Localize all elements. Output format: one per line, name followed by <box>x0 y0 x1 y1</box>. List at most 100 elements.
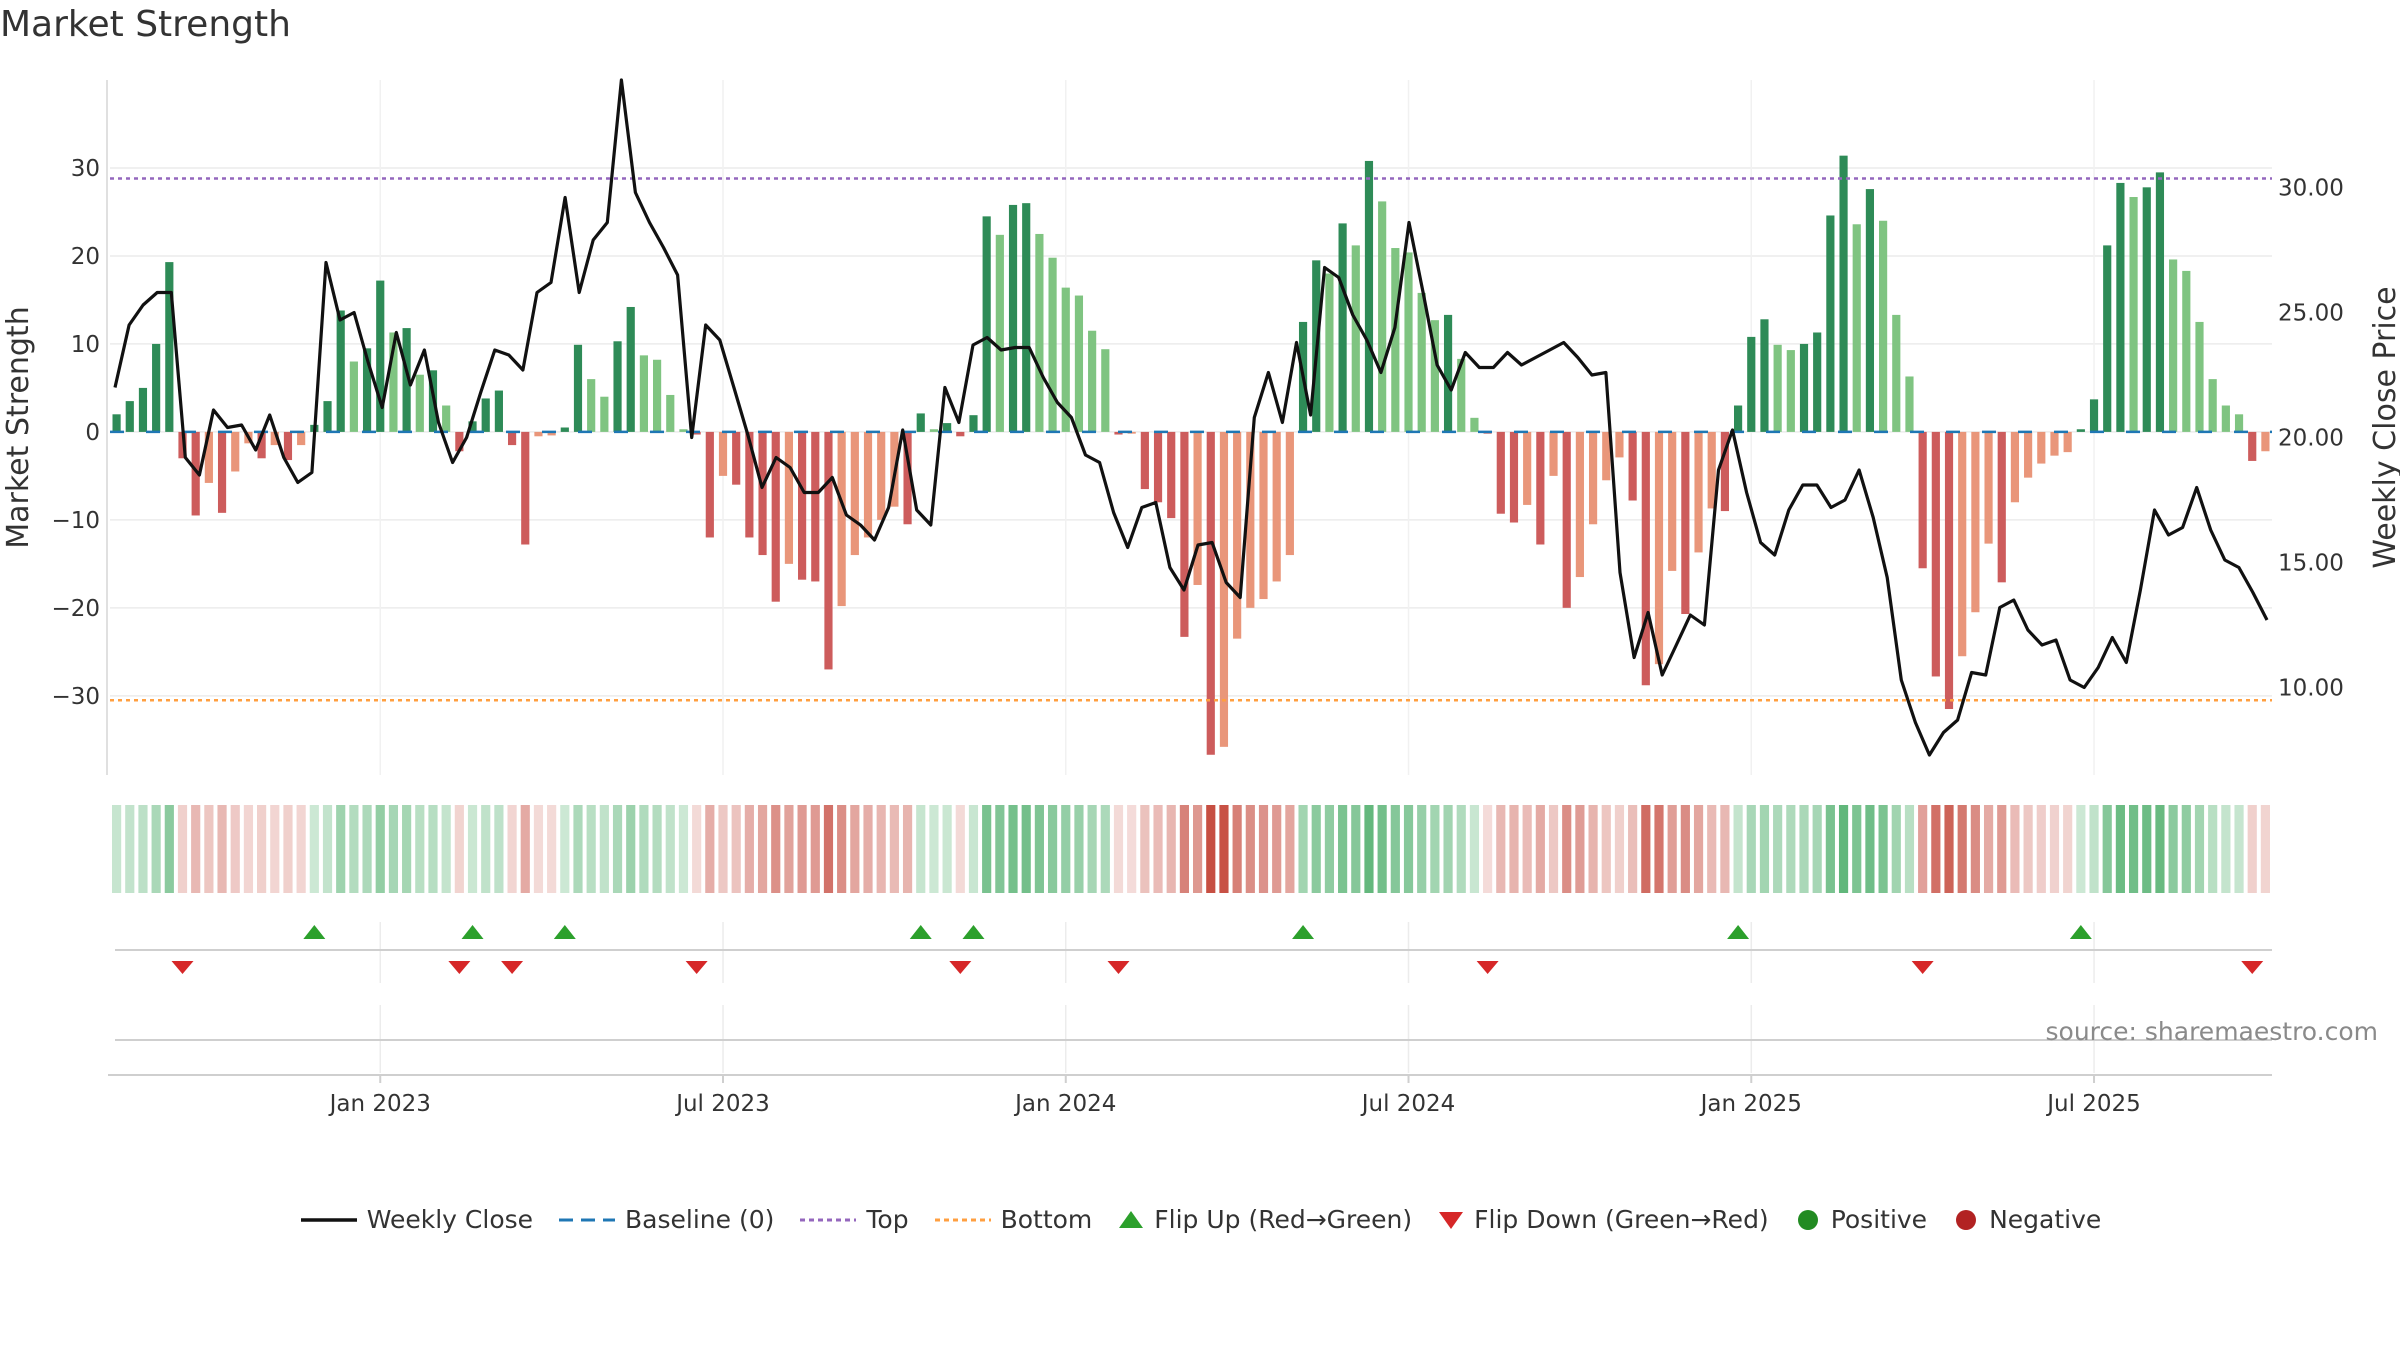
heat-strip-cell <box>823 805 834 893</box>
heat-strip-cell <box>1944 805 1954 893</box>
strength-bar <box>507 431 517 446</box>
heat-strip-cell <box>2155 805 2165 893</box>
strength-bar <box>732 431 741 485</box>
strength-bar <box>442 405 451 432</box>
heat-strip-cell <box>177 805 188 893</box>
legend-negative[interactable]: Negative <box>1951 1205 2101 1234</box>
strength-bar <box>824 431 833 670</box>
heat-strip-cell <box>2010 805 2020 893</box>
y-tick-label: −20 <box>51 596 100 622</box>
strength-bar <box>1773 344 1782 432</box>
heat-strip-cell <box>2049 805 2060 893</box>
heat-strip-cell <box>1693 805 1704 893</box>
strength-bar <box>560 427 569 432</box>
y-axis-title: Market Strength <box>1 306 36 548</box>
strength-bar <box>1088 330 1097 432</box>
heat-strip-cell <box>1628 805 1638 893</box>
strength-bar <box>2103 245 2112 432</box>
strength-bar <box>718 431 728 476</box>
legend-label: Flip Down (Green→Red) <box>1474 1205 1769 1234</box>
strength-bar <box>1153 431 1163 503</box>
y2-tick-label: 15.00 <box>2278 551 2344 577</box>
heat-strip-cell <box>151 805 161 893</box>
heat-strip-cell <box>1179 805 1189 893</box>
triangle-up-icon <box>1119 1210 1144 1228</box>
heat-strip-cell <box>718 805 728 893</box>
heat-strip-cell <box>2115 805 2125 893</box>
heat-strip-cell <box>1562 805 1572 893</box>
source-label: source: sharemaestro.com <box>2046 1017 2379 1046</box>
strength-bar <box>1101 349 1110 432</box>
strength-bar <box>1984 431 1993 544</box>
heat-strip-cell <box>138 805 148 893</box>
strength-bar <box>1338 223 1347 432</box>
heat-strip-cell <box>1759 805 1770 893</box>
strength-bar <box>850 431 859 556</box>
heat-strip-cell <box>2128 805 2139 893</box>
legend-positive[interactable]: Positive <box>1793 1205 1927 1234</box>
strength-bar <box>771 431 780 602</box>
legend-top[interactable]: Top <box>798 1205 909 1234</box>
heat-strip-cell <box>1707 805 1717 893</box>
legend-flip-up[interactable]: Flip Up (Red→Green) <box>1116 1205 1412 1234</box>
heat-strip-cell <box>2063 805 2073 893</box>
heat-strip-cell <box>533 805 544 893</box>
y2-tick-label: 30.00 <box>2278 176 2344 202</box>
strength-bar <box>2234 414 2244 432</box>
heat-strip-cell <box>428 805 438 893</box>
strength-bar <box>995 234 1004 432</box>
strength-bar <box>1509 431 1519 523</box>
heat-strip-cell <box>757 805 768 893</box>
strength-bar <box>481 398 490 432</box>
heat-strip-cell <box>441 805 451 893</box>
legend-flip-down[interactable]: Flip Down (Green→Red) <box>1436 1205 1769 1234</box>
flip-down-marker <box>949 961 972 974</box>
strength-bar <box>2089 399 2099 432</box>
strength-bar <box>1734 405 1743 432</box>
heat-strip-cell <box>1852 805 1862 893</box>
strength-bar <box>336 310 345 432</box>
heat-strip-cell <box>784 805 794 893</box>
heat-strip-cell <box>415 805 425 893</box>
heat-strip-cell <box>1931 805 1941 893</box>
strength-bar <box>2063 431 2072 453</box>
heat-strip-cell <box>375 805 385 893</box>
flip-up-marker <box>1292 925 1315 939</box>
strength-bar <box>1707 431 1716 509</box>
heat-strip-cell <box>1496 805 1506 893</box>
flip-up-marker <box>303 925 326 939</box>
heat-strip-cell <box>2194 805 2205 893</box>
strength-bar <box>1786 350 1795 432</box>
legend-weekly-close[interactable]: Weekly Close <box>299 1205 533 1234</box>
legend-bottom[interactable]: Bottom <box>933 1205 1092 1234</box>
strength-bar <box>1008 204 1018 432</box>
heat-strip-cell <box>362 805 372 893</box>
heat-strip-cell <box>1720 805 1730 893</box>
heat-strip-cell <box>1997 805 2007 893</box>
strength-bar <box>521 431 530 545</box>
heat-strip-cell <box>1825 805 1835 893</box>
heat-strip-cell <box>771 805 781 893</box>
strength-bar <box>1668 431 1677 571</box>
strength-bar <box>191 431 200 516</box>
heat-strip-cell <box>1918 805 1928 893</box>
weekly-close-line <box>113 78 2269 757</box>
heat-strip-cell <box>1272 805 1282 893</box>
strength-bar <box>257 431 266 459</box>
strength-bar <box>1549 431 1558 476</box>
strength-bar <box>1246 431 1255 608</box>
strength-bar <box>1958 431 1967 657</box>
heat-strip-cell <box>336 805 346 893</box>
heat-strip-cell <box>481 805 491 893</box>
strength-bar <box>1404 252 1413 432</box>
heat-strip-cell <box>665 805 675 893</box>
triangle-down-icon <box>1439 1211 1464 1229</box>
heat-strip-cell <box>349 805 359 893</box>
strength-bar <box>1457 358 1466 432</box>
heat-strip-cell <box>705 805 715 893</box>
legend-baseline[interactable]: Baseline (0) <box>557 1205 774 1234</box>
y-tick-label: 20 <box>71 244 100 270</box>
heat-strip-cell <box>2089 805 2099 893</box>
strength-bar <box>626 306 635 432</box>
strength-bar <box>152 343 161 432</box>
